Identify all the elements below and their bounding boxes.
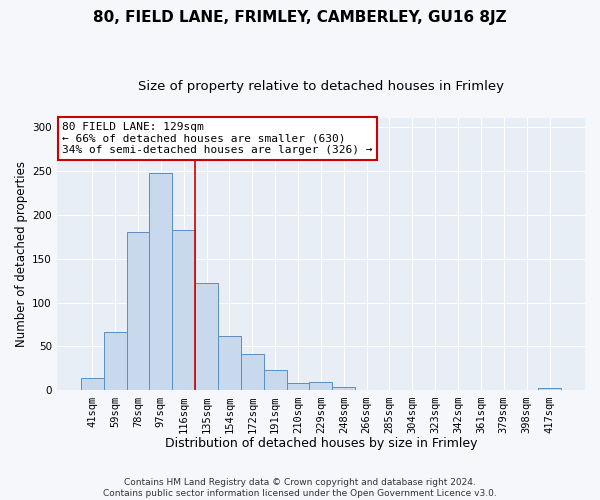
Bar — [538, 388, 561, 390]
Bar — [195, 283, 218, 391]
Bar — [149, 173, 172, 390]
Bar — [241, 354, 264, 390]
Bar — [127, 232, 149, 390]
Bar — [310, 382, 332, 390]
Bar — [218, 336, 241, 390]
Bar — [264, 370, 287, 390]
Bar — [332, 387, 355, 390]
Bar — [81, 378, 104, 390]
Text: 80 FIELD LANE: 129sqm
← 66% of detached houses are smaller (630)
34% of semi-det: 80 FIELD LANE: 129sqm ← 66% of detached … — [62, 122, 373, 155]
Bar — [287, 382, 310, 390]
Title: Size of property relative to detached houses in Frimley: Size of property relative to detached ho… — [138, 80, 504, 93]
Bar — [172, 230, 195, 390]
X-axis label: Distribution of detached houses by size in Frimley: Distribution of detached houses by size … — [164, 437, 477, 450]
Y-axis label: Number of detached properties: Number of detached properties — [15, 161, 28, 347]
Bar — [104, 332, 127, 390]
Text: Contains HM Land Registry data © Crown copyright and database right 2024.
Contai: Contains HM Land Registry data © Crown c… — [103, 478, 497, 498]
Text: 80, FIELD LANE, FRIMLEY, CAMBERLEY, GU16 8JZ: 80, FIELD LANE, FRIMLEY, CAMBERLEY, GU16… — [93, 10, 507, 25]
